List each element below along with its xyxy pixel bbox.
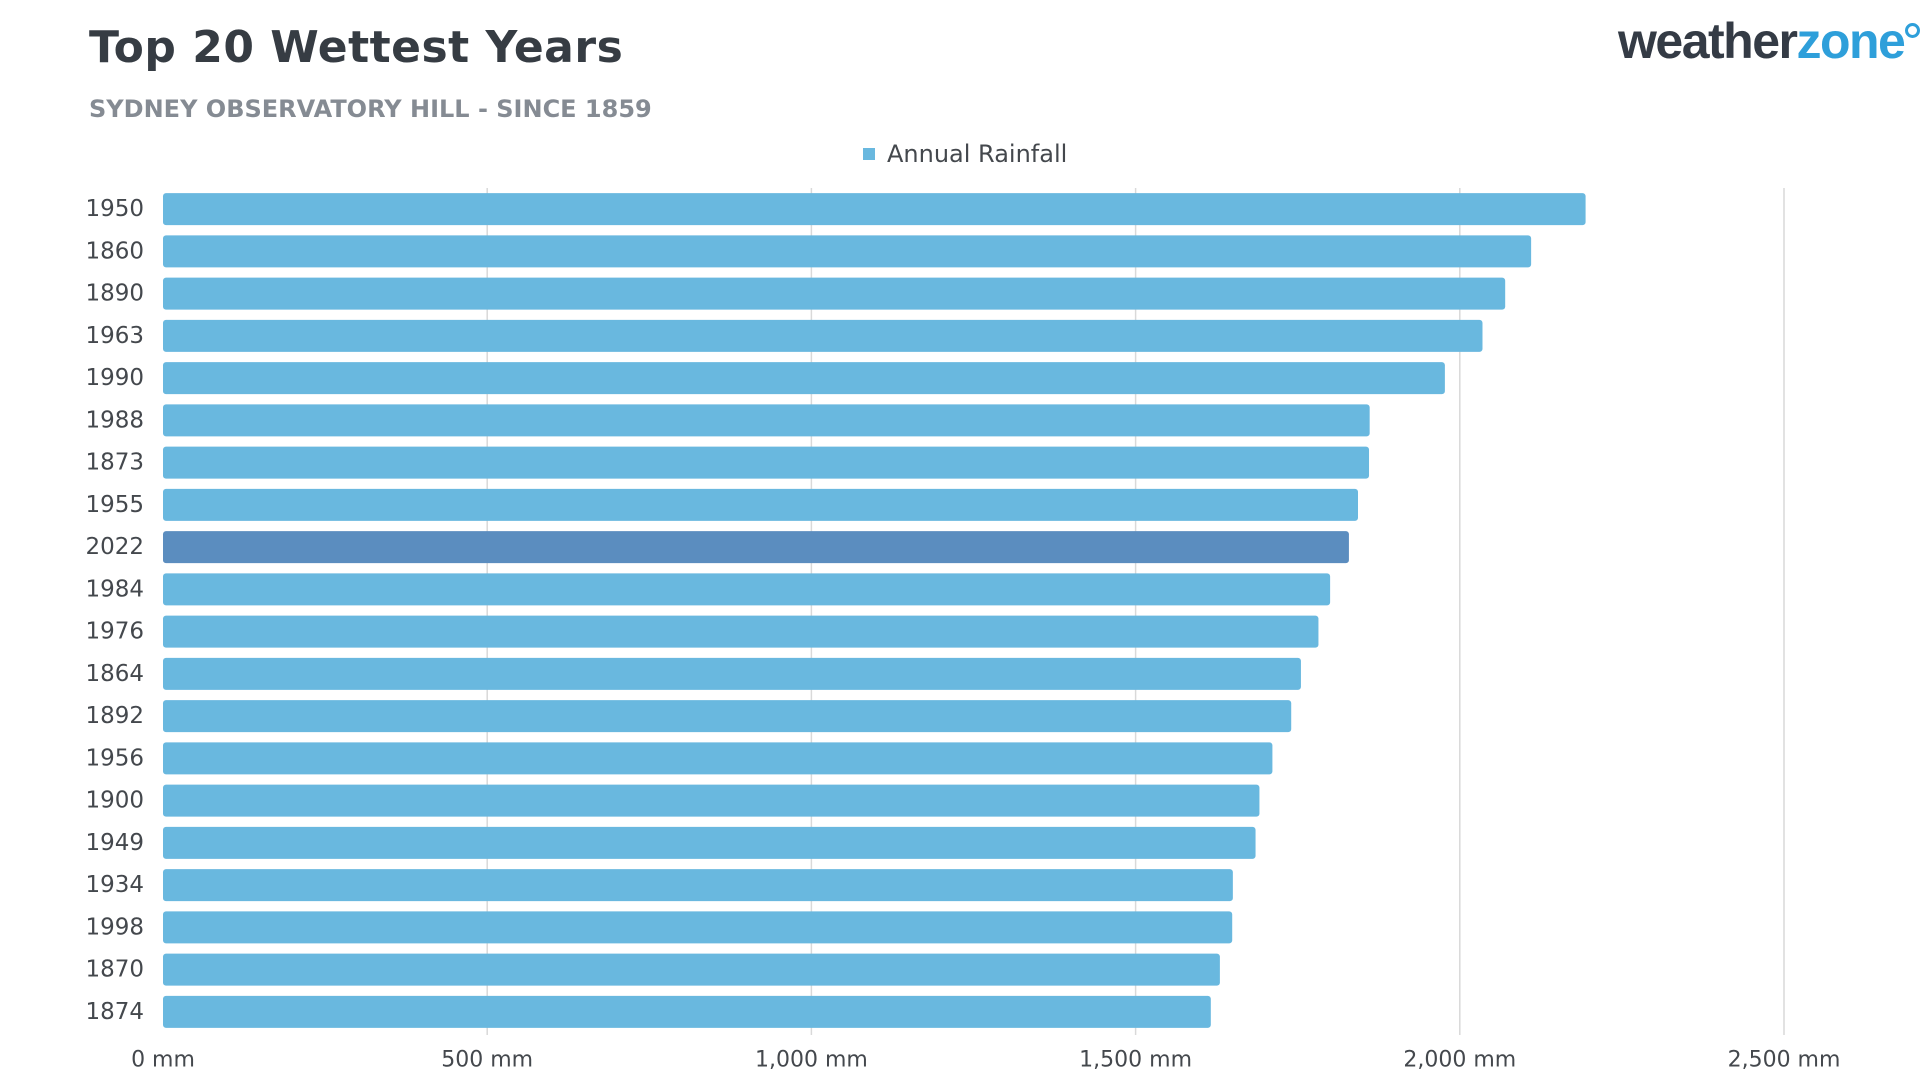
y-tick-label: 1984 <box>85 576 144 602</box>
bar <box>163 869 1233 902</box>
x-tick-label: 1,500 mm <box>1079 1048 1192 1073</box>
y-tick-label: 1900 <box>85 788 144 814</box>
bar <box>163 615 1319 648</box>
x-tick-label: 500 mm <box>441 1048 533 1073</box>
bar <box>163 446 1370 479</box>
y-tick-label: 1950 <box>85 196 144 222</box>
bar <box>163 488 1359 521</box>
y-tick-label: 1988 <box>85 407 144 433</box>
y-tick-label: 1892 <box>85 703 144 729</box>
bar <box>163 742 1273 775</box>
bar <box>163 193 1586 226</box>
y-tick-label: 1860 <box>85 238 144 264</box>
chart-title: Top 20 Wettest Years <box>89 22 624 73</box>
y-tick-label: 1955 <box>85 492 144 518</box>
bar <box>163 277 1506 310</box>
logo-degree-icon <box>1905 23 1920 38</box>
bar <box>163 826 1256 859</box>
x-tick-label: 2,000 mm <box>1403 1048 1516 1073</box>
chart-subtitle: SYDNEY OBSERVATORY HILL - SINCE 1859 <box>89 95 652 123</box>
y-tick-label: 1949 <box>85 830 144 856</box>
bar <box>163 362 1445 395</box>
bar <box>163 995 1211 1028</box>
y-tick-label: 1956 <box>85 745 144 771</box>
bar <box>163 573 1331 606</box>
y-tick-label: 1998 <box>85 914 144 940</box>
bar <box>163 911 1233 944</box>
legend-label: Annual Rainfall <box>887 140 1068 168</box>
x-tick-label: 2,500 mm <box>1728 1048 1841 1073</box>
bar <box>163 319 1483 352</box>
y-tick-label: 1873 <box>85 450 144 476</box>
y-tick-label: 1864 <box>85 661 144 687</box>
x-tick-label: 0 mm <box>131 1048 195 1073</box>
chart-legend: Annual Rainfall <box>863 139 1067 169</box>
weatherzone-logo: weatherzone <box>1618 12 1920 70</box>
legend-swatch <box>863 148 875 160</box>
bar <box>163 404 1370 437</box>
y-tick-label: 1990 <box>85 365 144 391</box>
bar-highlight <box>163 531 1349 564</box>
y-tick-label: 1934 <box>85 872 144 898</box>
y-tick-label: 1963 <box>85 323 144 349</box>
y-tick-label: 2022 <box>85 534 144 560</box>
logo-text-weather: weather <box>1618 13 1798 69</box>
y-tick-label: 1870 <box>85 957 144 983</box>
y-tick-label: 1874 <box>85 999 144 1025</box>
bar <box>163 657 1301 690</box>
bar <box>163 700 1292 733</box>
y-tick-label: 1976 <box>85 619 144 645</box>
bar <box>163 235 1532 268</box>
bar <box>163 953 1220 986</box>
x-tick-label: 1,000 mm <box>755 1048 868 1073</box>
y-tick-label: 1890 <box>85 281 144 307</box>
logo-text-zone: zone <box>1796 13 1905 69</box>
bar <box>163 784 1260 817</box>
